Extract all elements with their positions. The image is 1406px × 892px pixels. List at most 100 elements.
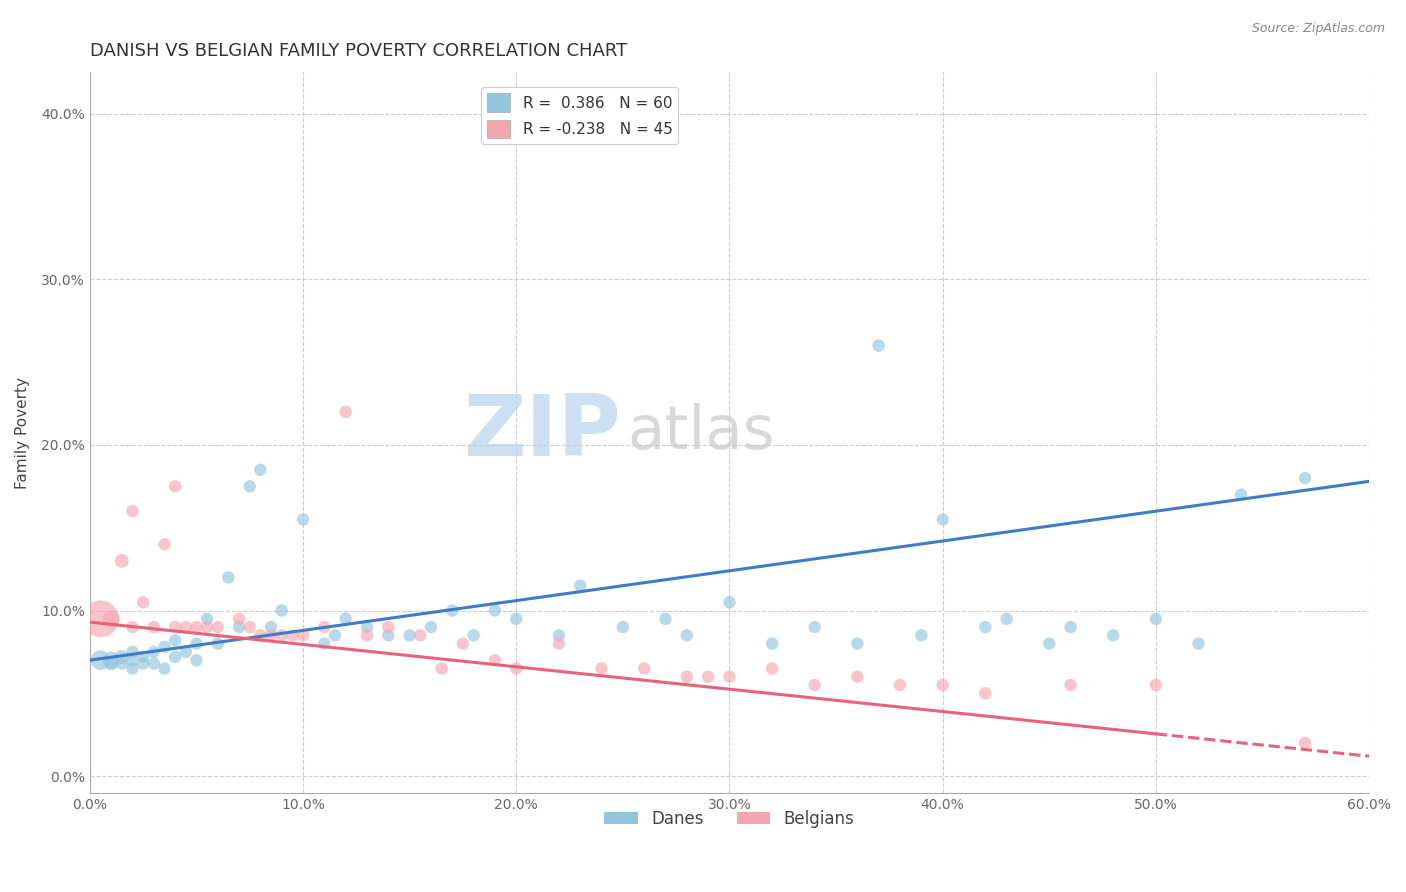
Point [356,628,378,642]
Point [974,620,997,634]
Point [292,512,315,526]
Point [675,670,697,684]
Y-axis label: Family Poverty: Family Poverty [15,376,30,489]
Point [121,504,143,518]
Point [207,620,229,634]
Point [974,686,997,700]
Point [111,657,134,671]
Point [100,657,122,671]
Point [323,628,346,642]
Point [430,661,453,675]
Point [335,405,357,419]
Point [718,595,741,609]
Point [314,620,336,634]
Point [846,670,869,684]
Point [803,620,825,634]
Point [548,628,571,642]
Point [868,338,890,352]
Point [142,620,165,634]
Point [281,628,304,642]
Point [270,603,292,617]
Point [803,678,825,692]
Point [121,661,143,675]
Point [761,637,783,651]
Point [174,645,197,659]
Point [207,637,229,651]
Text: Source: ZipAtlas.com: Source: ZipAtlas.com [1251,22,1385,36]
Point [633,661,655,675]
Point [889,678,911,692]
Point [675,628,697,642]
Point [314,637,336,651]
Point [270,628,292,642]
Point [165,620,187,634]
Point [1294,736,1316,750]
Point [505,661,527,675]
Point [1187,637,1209,651]
Point [761,661,783,675]
Point [239,620,262,634]
Point [228,620,250,634]
Point [697,670,720,684]
Point [132,649,155,664]
Point [484,653,506,667]
Point [356,620,378,634]
Point [165,649,187,664]
Point [1102,628,1125,642]
Point [377,620,399,634]
Point [1059,678,1081,692]
Point [239,479,262,493]
Point [153,640,176,654]
Point [292,628,315,642]
Point [165,479,187,493]
Point [1038,637,1060,651]
Point [718,670,741,684]
Point [142,645,165,659]
Point [1059,620,1081,634]
Point [1144,612,1167,626]
Point [249,628,271,642]
Point [142,657,165,671]
Point [111,554,134,568]
Point [186,653,208,667]
Point [260,628,283,642]
Legend: Danes, Belgians: Danes, Belgians [598,804,860,835]
Point [463,628,485,642]
Point [931,678,953,692]
Point [121,653,143,667]
Point [165,633,187,648]
Point [217,570,239,584]
Point [505,612,527,626]
Point [111,649,134,664]
Point [484,603,506,617]
Point [409,628,432,642]
Point [89,612,111,626]
Point [1230,488,1253,502]
Point [654,612,676,626]
Point [195,612,218,626]
Point [186,637,208,651]
Text: atlas: atlas [627,403,775,462]
Point [398,628,420,642]
Point [132,595,155,609]
Point [195,620,218,634]
Point [612,620,634,634]
Point [846,637,869,651]
Point [1144,678,1167,692]
Point [153,661,176,675]
Point [153,537,176,551]
Text: ZIP: ZIP [463,391,620,474]
Point [174,620,197,634]
Point [121,645,143,659]
Point [931,512,953,526]
Point [591,661,613,675]
Point [995,612,1018,626]
Point [569,579,592,593]
Point [441,603,464,617]
Point [377,628,399,642]
Point [335,612,357,626]
Point [1294,471,1316,485]
Point [451,637,474,651]
Point [100,653,122,667]
Point [228,612,250,626]
